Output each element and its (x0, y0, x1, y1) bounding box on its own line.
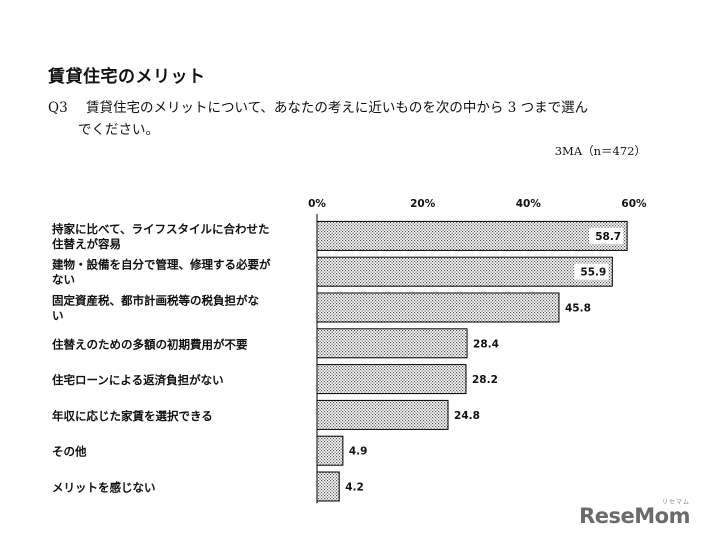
category-label: 固定資産税、都市計画税等の税負担がな (52, 294, 259, 308)
question-line-1: 賃貸住宅のメリットについて、あなたの考えに近いものを次の中から 3 つまで選ん (86, 100, 589, 116)
category-label: その他 (52, 445, 87, 459)
x-tick-label: 60% (621, 198, 647, 210)
sample-size-note: 3MA（n＝472） (554, 144, 646, 158)
bar (316, 256, 613, 287)
bar (316, 399, 449, 430)
category-label: い (52, 309, 64, 323)
value-label: 4.9 (349, 446, 368, 458)
value-label: 45.8 (565, 303, 591, 315)
bar (316, 328, 468, 359)
x-tick-label: 0% (308, 198, 326, 210)
category-label: 住宅ローンによる返済負担がない (52, 373, 224, 387)
category-label: 持家に比べて、ライフスタイルに合わせた (52, 222, 269, 236)
x-tick-label: 20% (410, 198, 436, 210)
value-label: 55.9 (580, 267, 606, 279)
bar (316, 292, 560, 323)
value-label: 24.8 (454, 410, 480, 422)
resemom-logo: ReseMom リセマム (579, 499, 690, 528)
question-text: Q3 賃貸住宅のメリットについて、あなたの考えに近いものを次の中から 3 つまで選… (48, 97, 668, 141)
category-label: 建物・設備を自分で管理、修理する必要が (52, 258, 271, 272)
category-label: 住替えのための多額の初期費用が不要 (52, 337, 248, 351)
category-label: 年収に応じた家賃を選択できる (52, 409, 213, 423)
question-number: Q3 (48, 100, 68, 116)
page-heading: 賃貸住宅のメリット (48, 67, 206, 87)
x-tick-label: 40% (516, 198, 542, 210)
value-label-bg (589, 227, 624, 244)
category-label: メリットを感じない (52, 481, 156, 495)
value-label: 58.7 (595, 231, 621, 243)
bar (316, 435, 344, 466)
logo-text: ReseMom (579, 504, 690, 528)
value-label: 4.2 (345, 482, 364, 494)
bar (316, 220, 628, 251)
bar (316, 364, 467, 395)
value-label-bg (574, 263, 609, 280)
category-label: ない (52, 273, 75, 287)
question-line-2: でください。 (78, 122, 159, 138)
logo-kana: リセマム (661, 499, 690, 506)
bar (316, 471, 340, 502)
value-label: 28.2 (472, 374, 498, 386)
value-label: 28.4 (473, 338, 499, 350)
category-label: 住替えが容易 (52, 237, 121, 251)
